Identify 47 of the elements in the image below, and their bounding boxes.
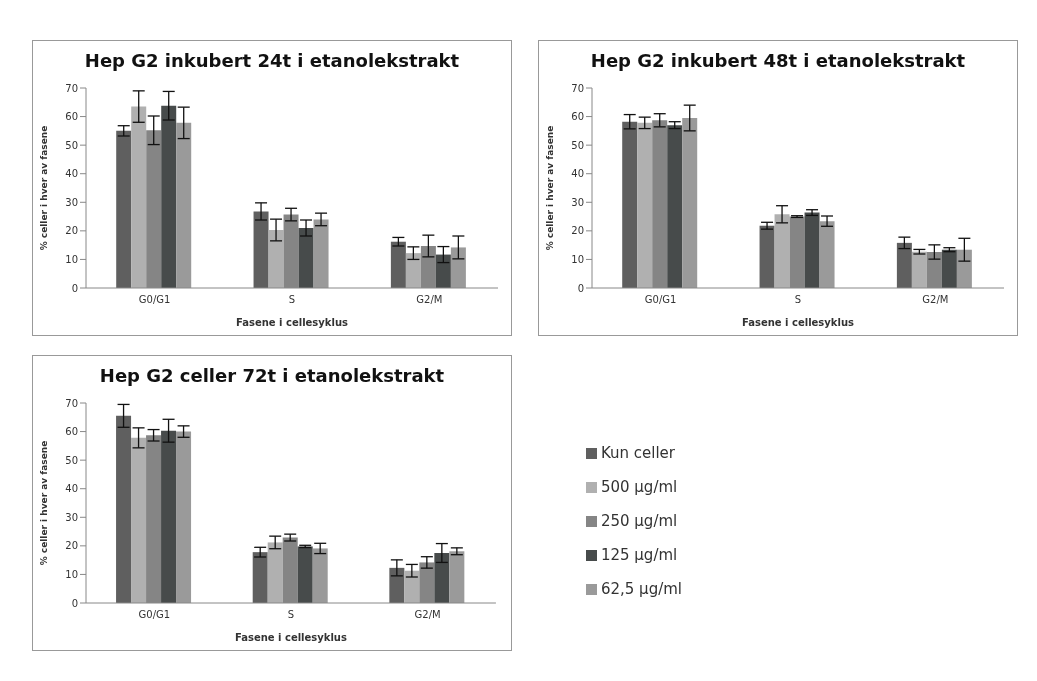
x-tick-label: S	[794, 294, 802, 306]
x-tick-label: S	[288, 294, 296, 306]
y-tick-label: 50	[571, 139, 584, 151]
x-tick-label: G0/G1	[138, 609, 171, 621]
y-tick-label: 10	[571, 253, 584, 265]
x-tick-label: G0/G1	[644, 294, 677, 306]
y-tick-label: 50	[65, 454, 78, 466]
y-tick-label: 0	[71, 597, 78, 609]
x-axis-title: Fasene i cellesyklus	[234, 632, 347, 643]
y-tick-label: 30	[65, 511, 78, 523]
legend-label: Kun celler	[600, 444, 675, 462]
y-tick-label: 40	[65, 168, 78, 180]
x-tick-label: G0/G1	[138, 294, 171, 306]
x-axis-title: Fasene i cellesyklus	[236, 317, 349, 328]
y-axis-title: % celler i hver av fasene	[545, 125, 556, 251]
y-tick-label: 20	[571, 225, 584, 237]
y-tick-label: 60	[65, 111, 78, 123]
y-tick-label: 0	[577, 282, 584, 294]
legend-label: 250 µg/ml	[600, 512, 678, 530]
chart-title: Hep G2 inkubert 48t i etanolekstrakt	[589, 50, 967, 71]
y-tick-label: 70	[571, 82, 584, 94]
chart-title: Hep G2 celler 72t i etanolekstrakt	[98, 365, 446, 386]
x-tick-label: S	[287, 609, 295, 621]
y-tick-label: 60	[65, 426, 78, 438]
legend-label: 125 µg/ml	[600, 546, 678, 564]
y-tick-label: 20	[65, 225, 78, 237]
x-tick-label: G2/M	[922, 294, 949, 306]
y-tick-label: 70	[65, 397, 78, 409]
legend-label: 62,5 µg/ml	[600, 580, 682, 598]
x-tick-label: G2/M	[414, 609, 441, 621]
y-tick-label: 40	[571, 168, 584, 180]
y-tick-label: 50	[65, 139, 78, 151]
y-axis-title: % celler i hver av fasene	[39, 125, 50, 251]
y-tick-label: 0	[71, 282, 78, 294]
y-tick-label: 60	[571, 111, 584, 123]
chart-title: Hep G2 inkubert 24t i etanolekstrakt	[83, 50, 461, 71]
y-tick-label: 40	[65, 483, 78, 495]
y-tick-label: 30	[571, 196, 584, 208]
x-axis-title: Fasene i cellesyklus	[742, 317, 855, 328]
y-tick-label: 10	[65, 568, 78, 580]
y-tick-label: 70	[65, 82, 78, 94]
legend-label: 500 µg/ml	[600, 478, 678, 496]
y-tick-label: 10	[65, 253, 78, 265]
y-axis-title: % celler i hver av fasene	[39, 440, 50, 566]
x-tick-label: G2/M	[416, 294, 443, 306]
y-tick-label: 30	[65, 196, 78, 208]
y-tick-label: 20	[65, 540, 78, 552]
